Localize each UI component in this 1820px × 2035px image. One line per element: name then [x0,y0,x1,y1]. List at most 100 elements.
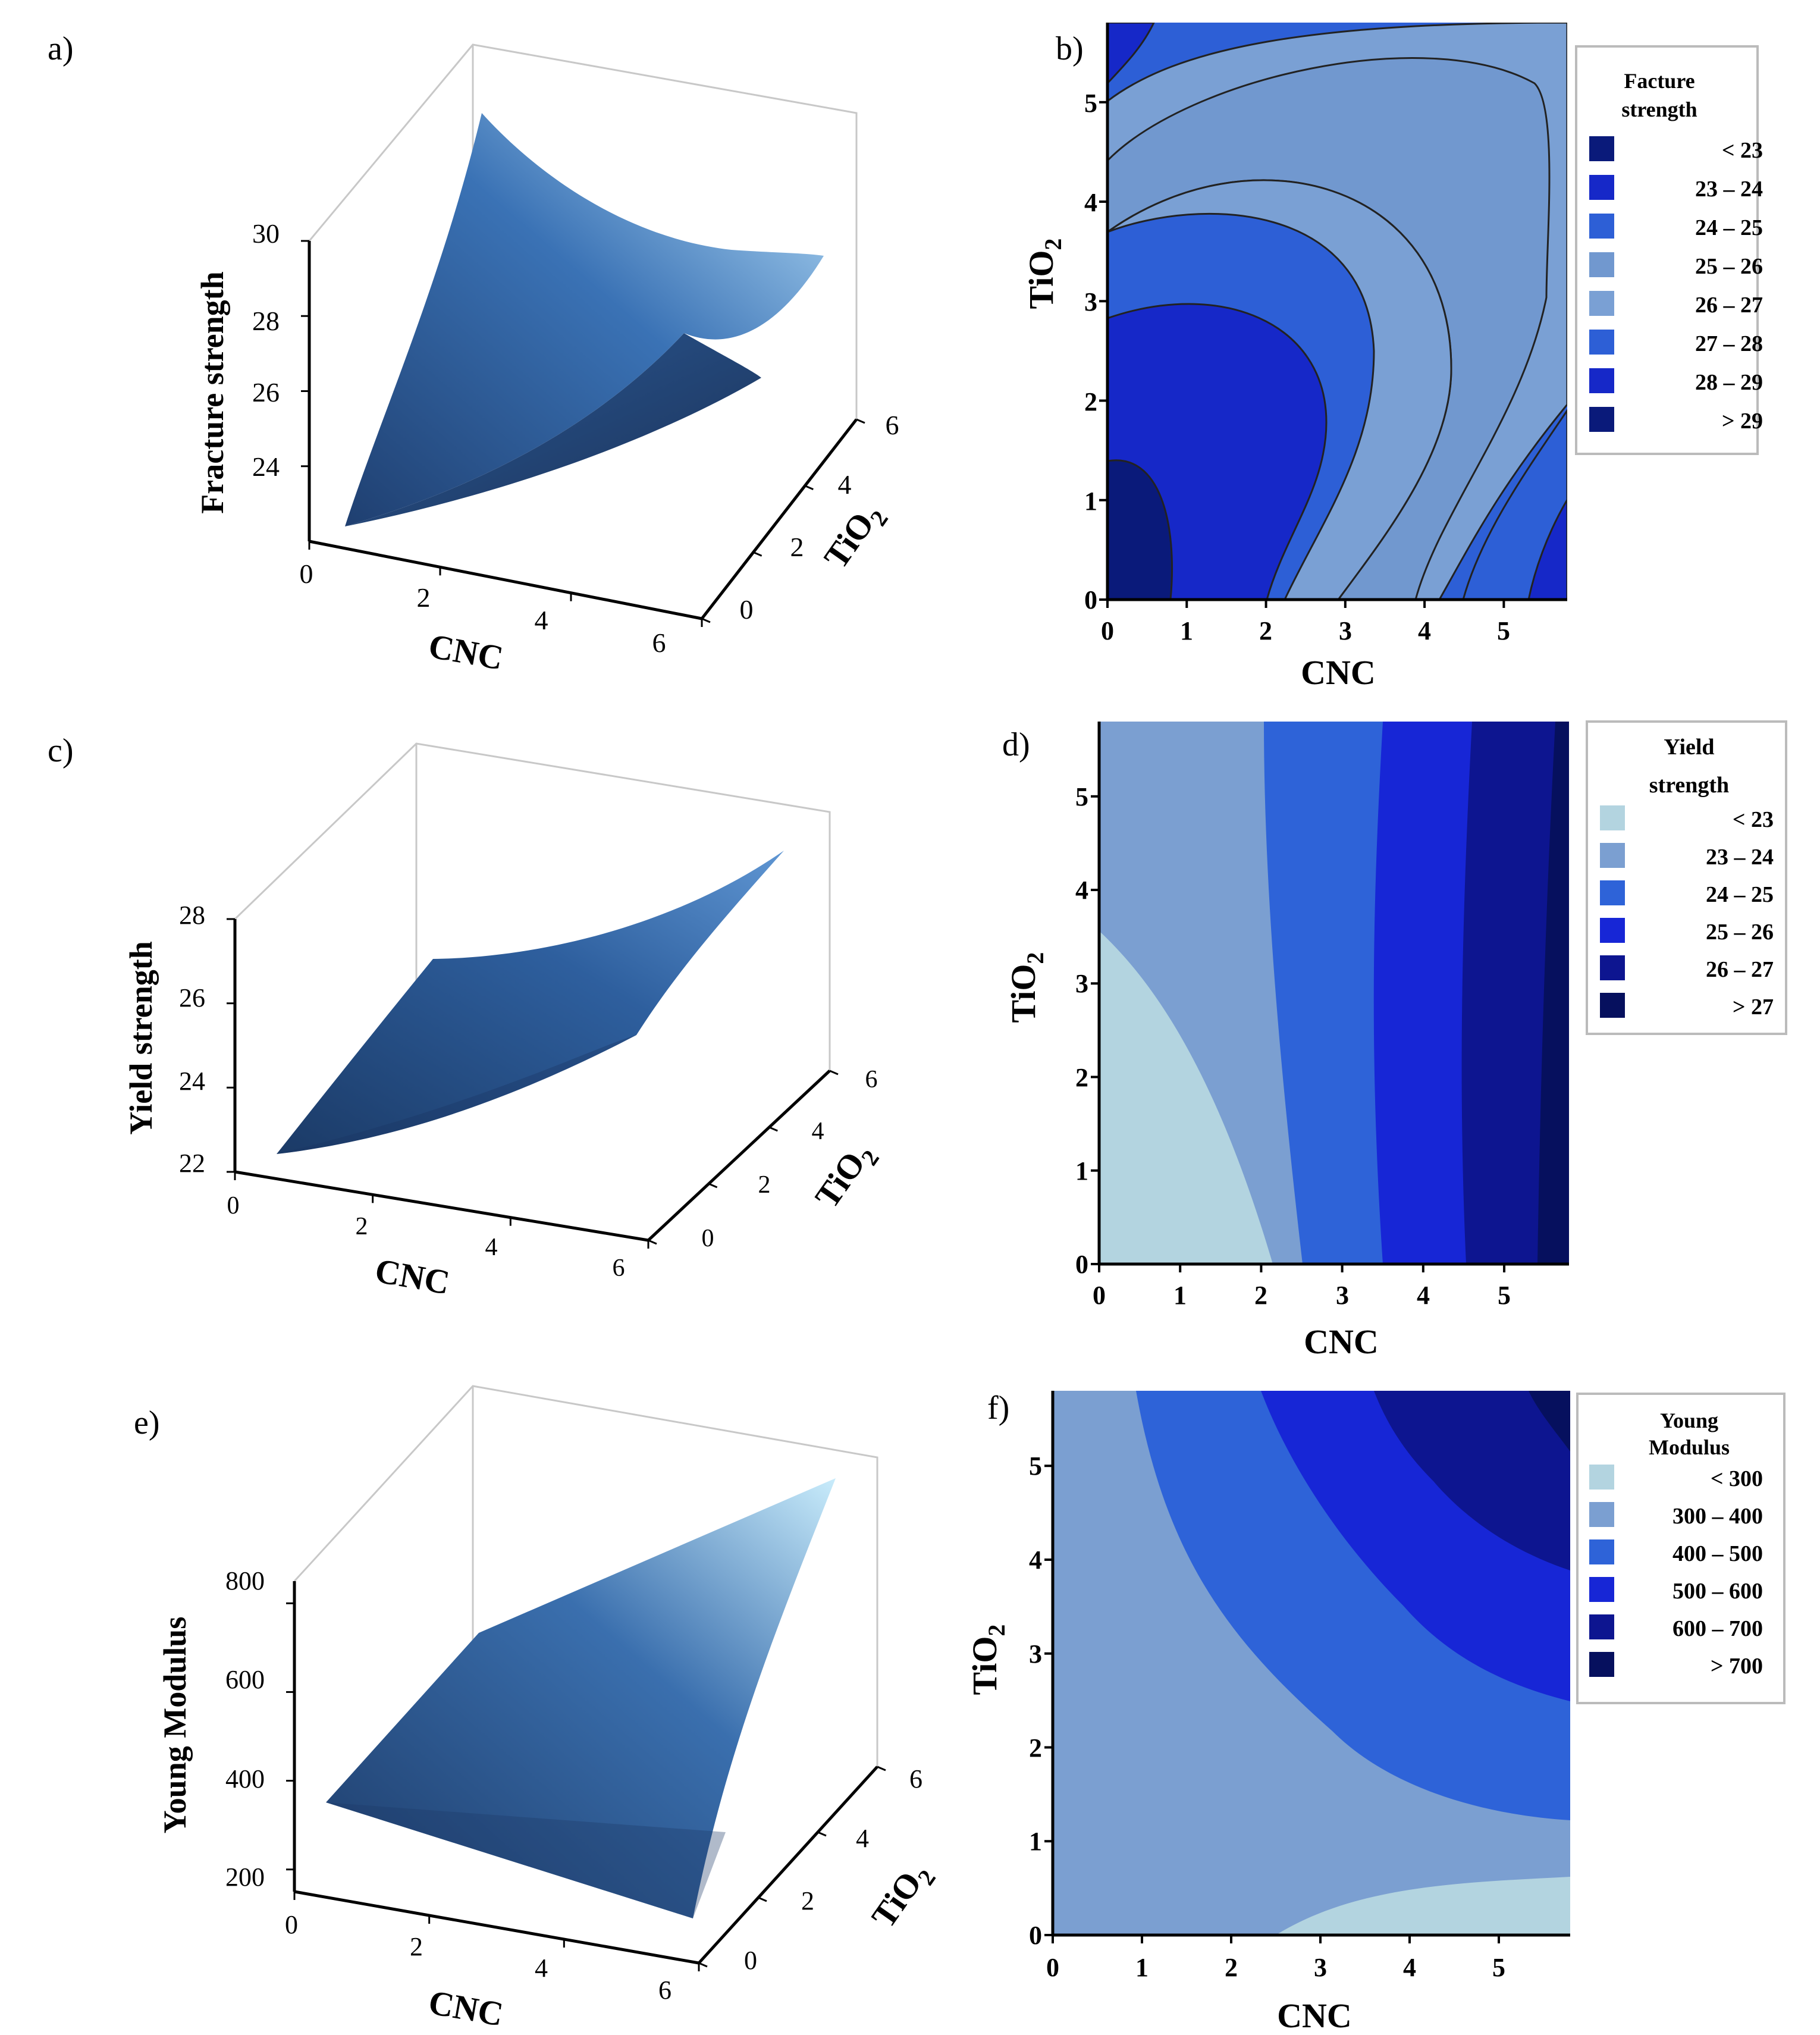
contour-plot [1053,1391,1570,1935]
x-tick-label: 0 [1093,1281,1106,1310]
x-tick-label: 0 [1046,1953,1059,1982]
y-tick [768,1126,778,1132]
legend-title: strength [1649,773,1729,798]
z-tick-label: 28 [252,306,280,336]
legend-swatch [1600,843,1625,868]
legend-title: Yield [1664,735,1714,760]
y-tick-labels: 0 1 2 3 4 5 [1029,1451,1042,1950]
x-tick-label: 3 [1336,1281,1349,1310]
legend-swatch [1589,1577,1614,1602]
y-tick-label: 4 [856,1824,869,1853]
z-tick-labels: 24 26 28 30 [252,218,280,482]
x-tick-label: 0 [285,1910,298,1939]
legend-items: < 23 23 – 24 24 – 25 25 – 26 26 – 27 27 – 28 2… [1589,136,1763,434]
y-tick-label: 5 [1084,89,1097,118]
legend-label: < 300 [1711,1466,1763,1491]
legend-swatch [1600,805,1625,830]
y-tick-label: 6 [909,1764,922,1793]
x-tick-labels: 0 1 2 3 4 5 [1046,1953,1505,1982]
legend-label: 600 – 700 [1672,1616,1763,1641]
y-axis-label-sub: 2 [983,1625,1010,1636]
x-tick-label: 4 [535,1954,548,1983]
legend-swatch [1589,1614,1614,1639]
z-tick-label: 400 [225,1764,265,1793]
legend-label: > 27 [1733,995,1774,1020]
y-axis-label: TiO2 [807,1135,884,1218]
y-tick-label: 2 [1075,1063,1088,1092]
surface [326,1478,836,1918]
legend: Young Modulus < 300 300 – 400 400 – 500 500… [1576,1393,1786,1704]
y-tick-label: 3 [1029,1639,1042,1669]
legend-items: < 300 300 – 400 400 – 500 500 – 600 600 – 70… [1589,1465,1763,1679]
legend-title: Young [1660,1409,1718,1432]
panel-e: e) 200 400 600 800 0 2 4 6 0 2 4 [134,1385,941,2034]
y-tick-label: 3 [1084,287,1097,316]
y-tick-label: 2 [1084,387,1097,416]
legend-label: 23 – 24 [1695,177,1763,202]
x-axis-label: CNC [1301,653,1376,692]
y-tick-label: 2 [801,1886,814,1915]
x-tick-labels: 0 2 4 6 [285,1910,671,2005]
axes [293,1581,878,1965]
legend-title: Facture [1624,69,1695,93]
y-axis-label-main: TiO [1022,250,1060,309]
legend-label: 400 – 500 [1672,1541,1763,1566]
surface [277,851,784,1154]
x-tick-label: 4 [535,605,548,635]
y-axis-label: TiO2 [1004,952,1049,1023]
panel-c: c) 22 24 26 28 0 2 4 6 0 2 4 [48,732,884,1302]
legend-label: 24 – 25 [1706,882,1774,907]
legend-swatch [1589,1502,1614,1527]
x-tick-label: 3 [1314,1953,1327,1982]
z-axis-label: Young Modulus [157,1617,193,1834]
legend-label: 25 – 26 [1695,254,1763,279]
y-tick [804,485,814,491]
x-tick-label: 6 [613,1255,625,1282]
y-tick-label: 2 [1029,1733,1042,1763]
surface-edge [326,1802,726,1918]
z-tick-labels: 200 400 600 800 [225,1566,265,1892]
y-tick [856,418,865,424]
y-tick-label: 6 [886,410,899,440]
x-tick-label: 2 [1259,616,1272,645]
x-tick-label: 1 [1135,1953,1149,1982]
y-tick-labels: 0 2 4 6 [740,410,899,625]
y-tick-label: 0 [702,1225,714,1252]
legend-swatch [1600,955,1625,980]
panel-f: f) 0 1 2 3 4 5 0 1 2 3 4 5 CNC Ti [965,1390,1786,2035]
legend-swatch [1589,330,1614,355]
y-axis-label: TiO2 [965,1625,1010,1695]
z-tick-label: 200 [225,1862,265,1892]
legend-label: 26 – 27 [1706,957,1774,982]
legend-swatch [1600,918,1625,943]
panel-b: b) 0 1 2 3 4 5 0 1 2 3 [1022,23,1763,692]
x-tick-label: 6 [658,1976,671,2005]
y-tick-label: 0 [1029,1921,1042,1950]
y-tick-label: 1 [1029,1827,1042,1856]
surface-back [345,333,761,526]
y-axis-label-sub: 2 [1040,239,1066,250]
legend-label: 28 – 29 [1695,370,1763,395]
z-tick-label: 24 [252,451,280,482]
x-tick-label: 4 [485,1234,498,1261]
y-tick-label: 0 [744,1946,757,1975]
z-tick-label: 30 [252,218,280,249]
y-tick [698,1962,708,1968]
legend: Facture strength < 23 23 – 24 24 – 25 25 – … [1575,45,1763,455]
x-tick-labels: 0 1 2 3 4 5 [1101,616,1510,645]
y-tick-labels: 0 1 2 3 4 5 [1084,89,1097,614]
x-tick-label: 4 [1417,1281,1430,1310]
x-axis-label: CNC [372,1251,453,1302]
panel-label: e) [134,1404,160,1441]
legend-swatch [1589,407,1614,432]
ticks [301,240,865,627]
z-tick-label: 24 [179,1067,205,1096]
panel-a: a) 24 26 28 30 0 2 4 6 0 [48,30,899,678]
y-tick-label: 0 [1084,585,1097,614]
contour-plot [1107,23,1567,600]
x-tick-label: 2 [1225,1953,1238,1982]
panel-label: c) [48,732,74,769]
y-tick-label: 4 [812,1118,824,1145]
contour-level [1107,23,1155,85]
y-tick-labels: 0 2 4 6 [702,1066,878,1252]
